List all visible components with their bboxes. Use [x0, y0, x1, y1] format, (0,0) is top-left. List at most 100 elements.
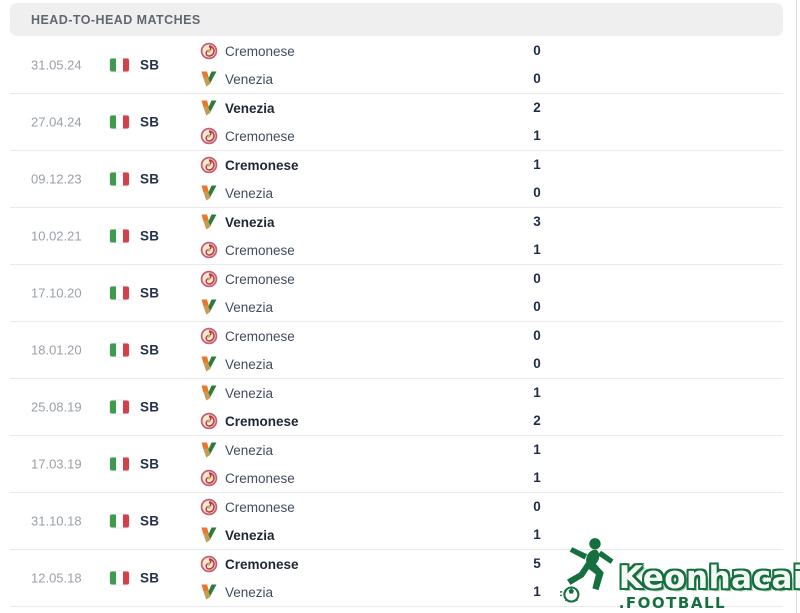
match-date: 18.01.20 — [31, 342, 82, 358]
match-date: 17.10.20 — [31, 285, 82, 301]
team-score: 1 — [533, 470, 541, 485]
league-code: SB — [140, 513, 160, 529]
team-name: Venezia — [225, 442, 274, 458]
team-line: Cremonese 2 — [200, 411, 760, 431]
italy-flag-icon — [110, 286, 129, 300]
match-row[interactable]: 17.03.19 SB Venezia 1 Cremonese 1 — [10, 436, 783, 493]
team-name: Venezia — [225, 185, 274, 201]
match-row[interactable]: 17.10.20 SB Cremonese 0 Venezia 0 — [10, 265, 783, 322]
team-line: Cremonese 1 — [200, 468, 760, 488]
team-name: Venezia — [225, 385, 274, 401]
italy-flag-icon — [110, 115, 129, 129]
team-name: Cremonese — [225, 271, 295, 287]
italy-flag-icon — [110, 229, 129, 243]
team-name: Venezia — [225, 356, 274, 372]
match-date: 12.05.18 — [31, 570, 82, 586]
team-name: Cremonese — [225, 328, 295, 344]
league-code: SB — [140, 57, 160, 73]
cremonese-logo-icon — [200, 127, 218, 145]
team-lines: Cremonese 0 Venezia 1 — [200, 493, 760, 549]
cremonese-logo-icon — [200, 42, 218, 60]
cremonese-logo-icon — [200, 412, 218, 430]
team-line: Venezia 0 — [200, 297, 760, 317]
match-row[interactable]: 09.12.23 SB Cremonese 1 Venezia 0 — [10, 151, 783, 208]
team-name: Venezia — [225, 71, 274, 87]
match-row[interactable]: 12.05.18 SB Cremonese 5 Venezia 1 — [10, 550, 783, 607]
matches-list: 31.05.24 SB Cremonese 0 Venezia 0 27.04.24 … — [10, 37, 783, 607]
cremonese-logo-icon — [200, 327, 218, 345]
team-name: Venezia — [225, 584, 274, 600]
team-line: Cremonese 0 — [200, 497, 760, 517]
team-line: Venezia 2 — [200, 98, 760, 118]
cremonese-logo-icon — [200, 156, 218, 174]
match-row[interactable]: 10.02.21 SB Venezia 3 Cremonese 1 — [10, 208, 783, 265]
match-date: 10.02.21 — [31, 228, 82, 244]
team-score: 0 — [533, 356, 541, 371]
team-line: Cremonese 0 — [200, 269, 760, 289]
team-score: 1 — [533, 442, 541, 457]
team-score: 1 — [533, 242, 541, 257]
venezia-logo-icon — [200, 184, 218, 202]
league-code: SB — [140, 570, 160, 586]
cremonese-logo-icon — [200, 241, 218, 259]
venezia-logo-icon — [200, 384, 218, 402]
league-code: SB — [140, 171, 160, 187]
team-score: 5 — [533, 556, 541, 571]
match-row[interactable]: 27.04.24 SB Venezia 2 Cremonese 1 — [10, 94, 783, 151]
italy-flag-icon — [110, 571, 129, 585]
team-line: Cremonese 0 — [200, 41, 760, 61]
venezia-logo-icon — [200, 298, 218, 316]
italy-flag-icon — [110, 343, 129, 357]
venezia-logo-icon — [200, 441, 218, 459]
team-line: Venezia 0 — [200, 354, 760, 374]
team-score: 0 — [533, 185, 541, 200]
team-line: Cremonese 0 — [200, 326, 760, 346]
team-score: 3 — [533, 214, 541, 229]
team-line: Venezia 1 — [200, 383, 760, 403]
match-row[interactable]: 31.10.18 SB Cremonese 0 Venezia 1 — [10, 493, 783, 550]
team-name: Cremonese — [225, 242, 295, 258]
match-row[interactable]: 31.05.24 SB Cremonese 0 Venezia 0 — [10, 37, 783, 94]
italy-flag-icon — [110, 172, 129, 186]
team-line: Venezia 1 — [200, 525, 760, 545]
cremonese-logo-icon — [200, 469, 218, 487]
match-row[interactable]: 25.08.19 SB Venezia 1 Cremonese 2 — [10, 379, 783, 436]
cremonese-logo-icon — [200, 270, 218, 288]
match-date: 17.03.19 — [31, 456, 82, 472]
team-line: Venezia 1 — [200, 582, 760, 602]
venezia-logo-icon — [200, 526, 218, 544]
team-name: Cremonese — [225, 43, 295, 59]
venezia-logo-icon — [200, 355, 218, 373]
team-lines: Cremonese 0 Venezia 0 — [200, 322, 760, 378]
section-title: HEAD-TO-HEAD MATCHES — [31, 12, 201, 27]
match-date: 25.08.19 — [31, 399, 82, 415]
team-name: Cremonese — [225, 556, 299, 572]
team-line: Cremonese 5 — [200, 554, 760, 574]
team-score: 1 — [533, 527, 541, 542]
team-name: Cremonese — [225, 128, 295, 144]
team-score: 0 — [533, 328, 541, 343]
venezia-logo-icon — [200, 99, 218, 117]
italy-flag-icon — [110, 58, 129, 72]
team-score: 0 — [533, 271, 541, 286]
team-lines: Venezia 2 Cremonese 1 — [200, 94, 760, 150]
team-score: 0 — [533, 499, 541, 514]
team-lines: Cremonese 5 Venezia 1 — [200, 550, 760, 606]
team-line: Cremonese 1 — [200, 126, 760, 146]
team-lines: Cremonese 1 Venezia 0 — [200, 151, 760, 207]
league-code: SB — [140, 399, 160, 415]
team-name: Venezia — [225, 100, 275, 116]
league-code: SB — [140, 114, 160, 130]
match-row[interactable]: 18.01.20 SB Cremonese 0 Venezia 0 — [10, 322, 783, 379]
venezia-logo-icon — [200, 70, 218, 88]
team-name: Cremonese — [225, 499, 295, 515]
team-name: Venezia — [225, 214, 275, 230]
team-name: Cremonese — [225, 157, 299, 173]
match-date: 31.05.24 — [31, 57, 82, 73]
match-date: 27.04.24 — [31, 114, 82, 130]
team-score: 2 — [533, 100, 541, 115]
team-line: Venezia 0 — [200, 69, 760, 89]
team-line: Venezia 0 — [200, 183, 760, 203]
team-line: Venezia 3 — [200, 212, 760, 232]
team-lines: Cremonese 0 Venezia 0 — [200, 37, 760, 93]
